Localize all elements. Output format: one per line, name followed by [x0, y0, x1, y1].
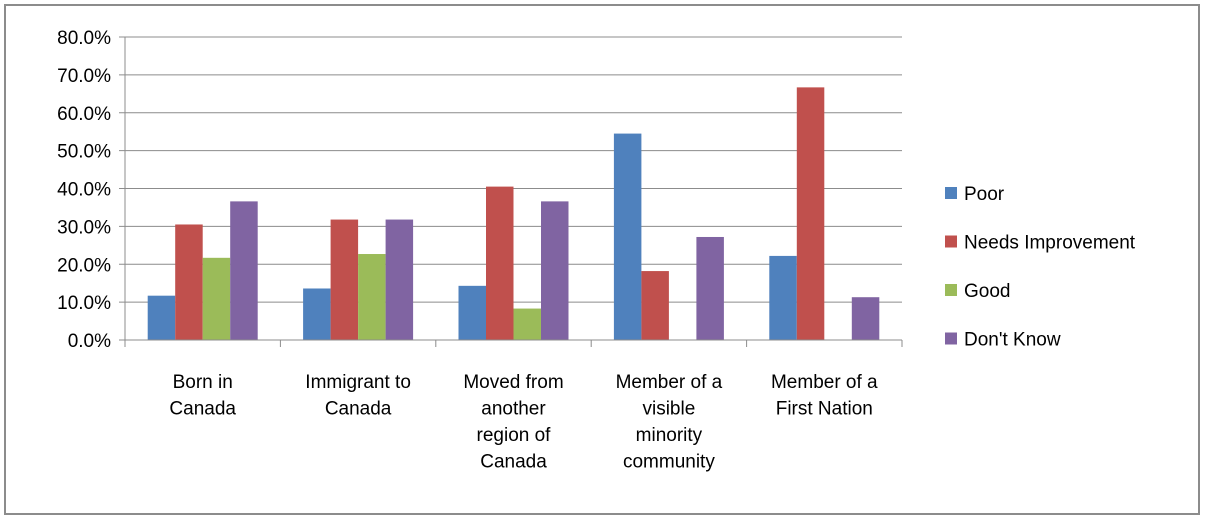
bar [175, 224, 203, 340]
bar [147, 295, 176, 340]
y-tick-label: 10.0% [57, 293, 111, 314]
category-label: Born in Canada [169, 372, 236, 420]
bar [696, 236, 724, 340]
category-label: Moved from another region of Canada [463, 372, 563, 473]
y-tick-label: 20.0% [57, 255, 111, 276]
bar [330, 219, 359, 340]
legend-label: Poor [964, 184, 1005, 205]
bar [641, 271, 669, 340]
y-tick-label: 0.0% [68, 331, 111, 352]
bars [147, 87, 880, 340]
y-tick-label: 60.0% [57, 104, 111, 125]
bar [769, 255, 797, 340]
axes [119, 36, 903, 347]
y-tick-label: 80.0% [57, 28, 111, 49]
category-label: Immigrant to Canada [305, 372, 411, 420]
bar [202, 257, 231, 340]
y-tick-label: 50.0% [57, 142, 111, 163]
legend-swatch [945, 284, 957, 296]
y-tick-label: 70.0% [57, 66, 111, 87]
bar [796, 87, 825, 340]
y-tick-label: 30.0% [57, 217, 111, 238]
bar [358, 254, 386, 340]
bar [513, 308, 541, 340]
bar [541, 201, 569, 340]
legend-label: Good [964, 281, 1010, 302]
bar [851, 297, 880, 340]
legend-swatch [945, 332, 957, 345]
legend-label: Needs Improvement [964, 233, 1136, 254]
bar [613, 133, 642, 340]
bar [230, 201, 258, 340]
y-tick-labels: 0.0% 10.0% 20.0% 30.0% 40.0% 50.0% 60.0% 70.0% 8… [57, 28, 111, 352]
category-label: Member of a First Nation [771, 372, 878, 420]
y-tick-label: 40.0% [57, 180, 111, 201]
category-label: Member of a visible minority community [616, 372, 723, 473]
legend: Poor Needs Improvement Good Don't Know [945, 184, 1136, 351]
bar [303, 288, 331, 340]
bar [458, 285, 486, 340]
legend-swatch [945, 235, 957, 248]
legend-swatch [945, 187, 957, 199]
bar [486, 186, 514, 340]
category-labels: Born in Canada Immigrant to Canada Moved fro… [169, 372, 878, 473]
legend-label: Don't Know [964, 330, 1061, 351]
bar [385, 219, 414, 340]
